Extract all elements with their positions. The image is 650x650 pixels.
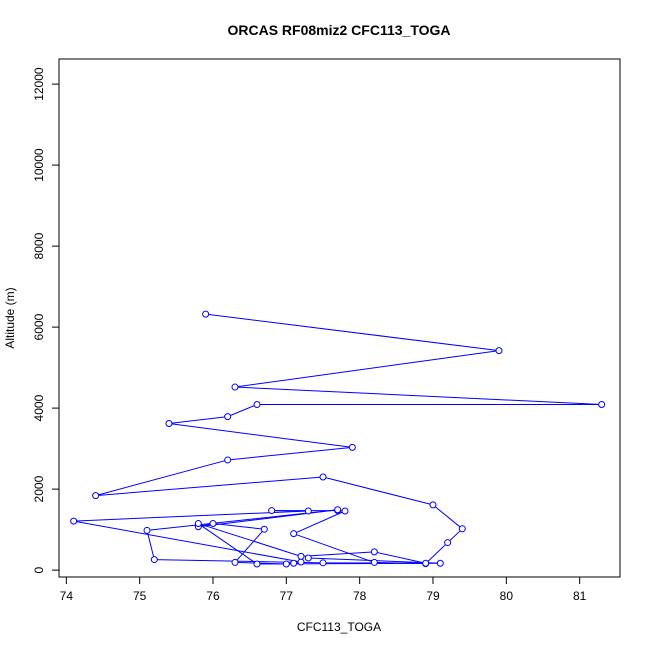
plot-frame [58, 58, 621, 578]
series-line-segment [300, 551, 375, 557]
data-point [444, 539, 452, 547]
data-point [436, 559, 444, 567]
y-tick-label: 10000 [32, 148, 46, 182]
series-line-segment [168, 423, 353, 448]
x-tick-label: 81 [573, 589, 587, 603]
y-tick-label: 2000 [32, 475, 46, 502]
y-tick-label: 0 [32, 566, 46, 573]
x-tick-label: 74 [60, 589, 74, 603]
series-line-segment [198, 523, 302, 557]
data-point [370, 558, 378, 566]
y-tick-label: 6000 [32, 313, 46, 340]
series-line-segment [234, 350, 500, 388]
data-point [297, 558, 305, 566]
data-point [202, 310, 210, 318]
data-point [290, 559, 298, 567]
data-point [319, 473, 327, 481]
y-tick-label: 4000 [32, 394, 46, 421]
series-line-segment [374, 551, 426, 564]
data-point [253, 400, 261, 408]
series-line-segment [322, 476, 434, 506]
y-axis-label: Altitude (m) [3, 287, 17, 348]
data-point [224, 413, 232, 421]
y-axis: 0 2000 4000 6000 8000 10000 12000 [32, 67, 60, 573]
data-point [297, 552, 305, 560]
data-point [429, 501, 437, 509]
series-line-segment [95, 459, 228, 497]
series-line-segment [146, 530, 155, 560]
series-line-segment [227, 446, 353, 461]
data-point [598, 400, 606, 408]
data-point [194, 520, 202, 528]
data-point [268, 507, 276, 515]
data-point [224, 456, 232, 464]
data-point [92, 492, 100, 500]
x-axis-label: CFC113_TOGA [297, 620, 381, 634]
series-line-segment [212, 523, 265, 530]
data-point [253, 560, 261, 568]
series-line-segment [73, 520, 302, 563]
data-point [260, 525, 268, 533]
data-point [341, 507, 349, 515]
series-line-segment [234, 528, 265, 563]
series-line-segment [432, 504, 463, 530]
data-point [370, 548, 378, 556]
y-tick-label: 8000 [32, 232, 46, 259]
data-point [150, 556, 158, 564]
x-tick-label: 77 [280, 589, 294, 603]
series-line-segment [198, 523, 258, 565]
x-tick-label: 75 [133, 589, 147, 603]
data-point [282, 560, 290, 568]
series-layer [70, 310, 606, 568]
data-point [348, 443, 356, 451]
data-point [304, 554, 312, 562]
data-point [231, 558, 239, 566]
data-point [165, 420, 173, 428]
data-point [422, 559, 430, 567]
series-line-segment [227, 404, 258, 418]
chart-title: ORCAS RF08miz2 CFC113_TOGA [227, 22, 450, 38]
y-tick-label: 12000 [32, 67, 46, 101]
series-line-segment [293, 533, 375, 563]
series-line-segment [293, 510, 346, 535]
x-tick-label: 79 [426, 589, 440, 603]
data-point [143, 526, 151, 534]
data-point [304, 507, 312, 515]
data-point [495, 347, 503, 355]
data-point [209, 520, 217, 528]
data-point [70, 517, 78, 525]
data-point [290, 530, 298, 538]
data-point [458, 525, 466, 533]
data-point [319, 559, 327, 567]
x-axis: 74 75 76 77 78 79 80 81 [60, 576, 587, 603]
series-line-segment [95, 476, 324, 497]
x-tick-label: 80 [500, 589, 514, 603]
data-point [334, 506, 342, 514]
series-line-segment [234, 386, 602, 405]
series-line-segment [425, 542, 449, 564]
series-line-segment [205, 313, 500, 352]
x-tick-label: 78 [353, 589, 367, 603]
x-tick-label: 76 [206, 589, 220, 603]
data-point [231, 383, 239, 391]
series-line-segment [168, 416, 228, 425]
